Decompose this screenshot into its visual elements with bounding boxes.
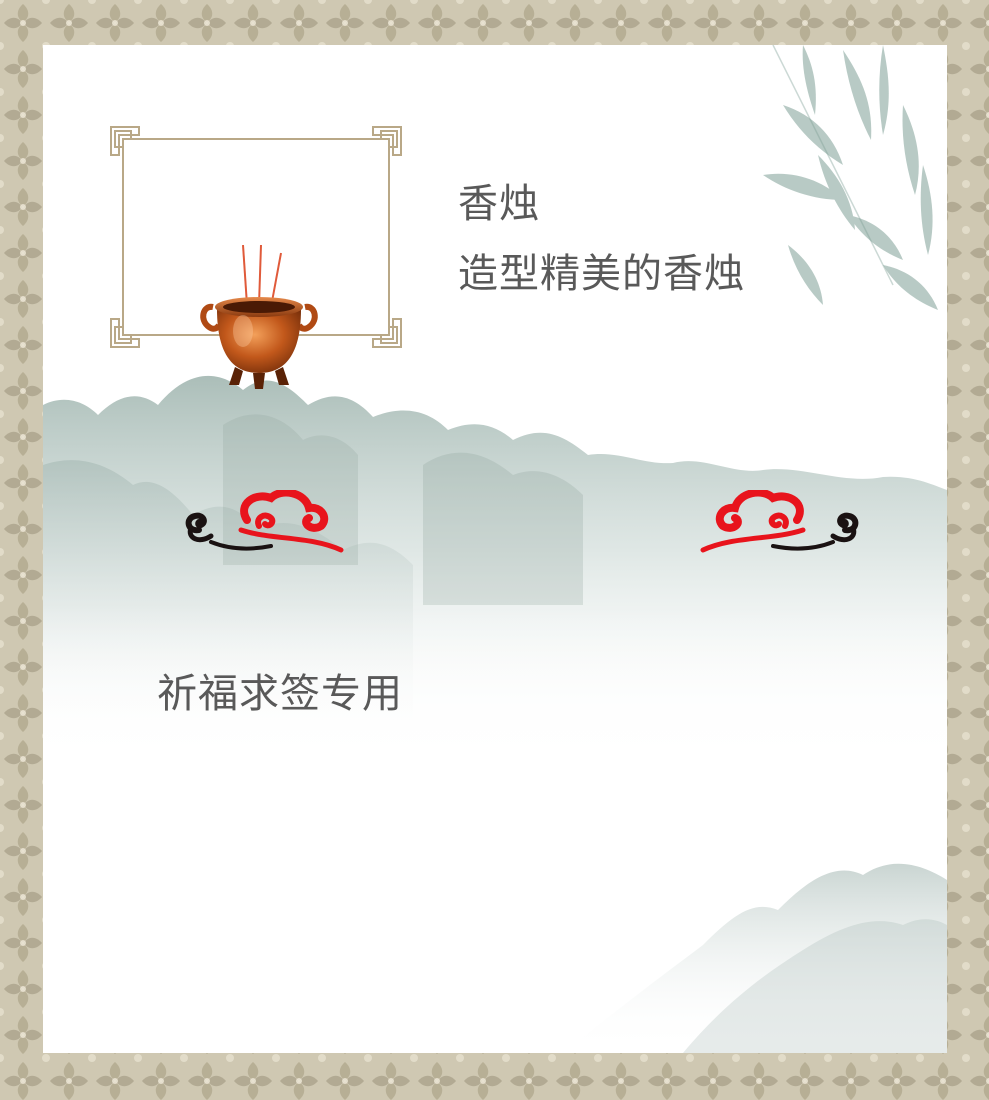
product-card[interactable] (109, 125, 403, 389)
auspicious-cloud-right-icon (700, 490, 859, 553)
bamboo-leaves-decoration (763, 45, 938, 310)
auspicious-cloud-left-icon (185, 490, 344, 553)
product-title: 香烛 (458, 181, 540, 227)
usage-note: 祈福求签专用 (157, 671, 403, 717)
content-panel: 香烛 造型精美的香烛 祈福求签专用 (43, 45, 947, 1053)
incense-burner-icon (200, 245, 318, 389)
product-description: 造型精美的香烛 (458, 251, 745, 297)
ink-mountains-background (43, 375, 947, 1053)
